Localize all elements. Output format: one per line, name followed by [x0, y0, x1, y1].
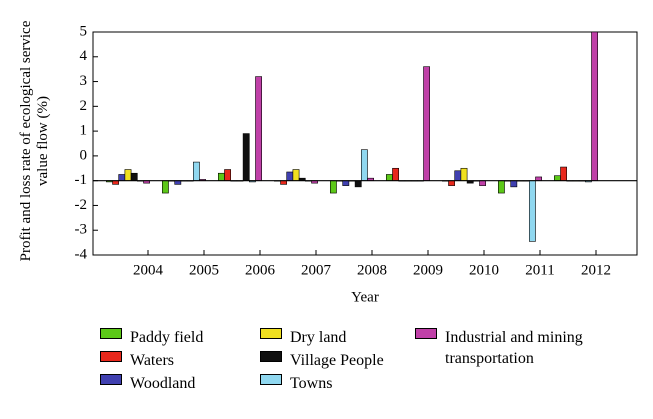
x-tick-label: 2005	[189, 262, 219, 278]
y-tick-label: -2	[75, 197, 88, 213]
x-tick-label: 2004	[133, 262, 164, 278]
legend-label: Towns	[290, 375, 333, 392]
x-tick-label: 2012	[581, 262, 611, 278]
legend-item: Towns	[260, 373, 332, 394]
bar	[342, 180, 350, 186]
bar	[448, 180, 455, 186]
bar	[591, 31, 598, 181]
bar	[423, 66, 430, 181]
bar	[560, 166, 567, 181]
bar	[292, 169, 300, 181]
bar	[385, 174, 393, 181]
bar	[479, 180, 486, 186]
x-tick-label: 2006	[245, 262, 276, 278]
bar	[510, 180, 518, 188]
legend-label: Industrial and mining transportation	[445, 329, 583, 367]
bar	[497, 180, 505, 194]
legend-item: Woodland	[100, 373, 195, 394]
legend-label: Waters	[130, 352, 175, 369]
x-tick-label: 2011	[525, 262, 554, 278]
y-tick-label: 1	[80, 123, 88, 139]
x-tick-label: 2009	[413, 262, 443, 278]
y-tick-label: -3	[75, 222, 88, 238]
x-tick-label: 2010	[469, 262, 499, 278]
y-axis-label: Profit and loss rate of ecological servi…	[18, 20, 51, 262]
bar	[124, 169, 132, 181]
bar	[454, 170, 462, 181]
bar	[242, 133, 250, 181]
legend-label: Village People	[290, 352, 384, 369]
legend-swatch	[260, 373, 282, 385]
legend-swatch	[260, 350, 282, 362]
y-tick-label: 4	[80, 48, 88, 64]
legend-swatch	[260, 327, 282, 339]
legend-swatch	[415, 327, 437, 339]
x-tick-label: 2007	[301, 262, 332, 278]
bar	[162, 180, 169, 194]
legend-item: Industrial and mining transportation	[415, 327, 645, 369]
legend-swatch	[100, 327, 122, 339]
bar	[528, 180, 536, 242]
legend-item: Paddy field	[100, 327, 203, 348]
bar	[224, 169, 231, 181]
bar	[392, 167, 399, 181]
y-tick-label: 0	[80, 147, 88, 163]
legend-label: Woodland	[130, 375, 196, 392]
bar	[553, 175, 561, 181]
bar	[255, 76, 262, 181]
y-tick-label: -4	[75, 246, 88, 262]
y-tick-label: 3	[80, 73, 88, 89]
bar	[218, 172, 225, 181]
y-tick-label: 2	[80, 98, 88, 114]
bar	[130, 172, 138, 181]
bar	[286, 171, 294, 181]
bar	[193, 161, 200, 181]
x-axis-label: Year	[351, 289, 379, 305]
bar	[460, 167, 468, 181]
plot-frame	[92, 31, 638, 256]
legend-item: Waters	[100, 350, 174, 371]
legend-swatch	[100, 350, 122, 362]
legend-label: Paddy field	[130, 329, 204, 346]
legend-label: Dry land	[290, 329, 347, 346]
legend-swatch	[100, 373, 122, 385]
x-tick-label: 2008	[357, 262, 387, 278]
bar	[118, 174, 126, 181]
bar	[329, 180, 337, 194]
bar	[360, 149, 368, 181]
y-tick-label: 5	[80, 23, 88, 39]
legend-item: Dry land	[260, 327, 346, 348]
legend-item: Village People	[260, 350, 384, 371]
y-tick-label: -1	[75, 172, 88, 188]
bar	[354, 180, 362, 188]
